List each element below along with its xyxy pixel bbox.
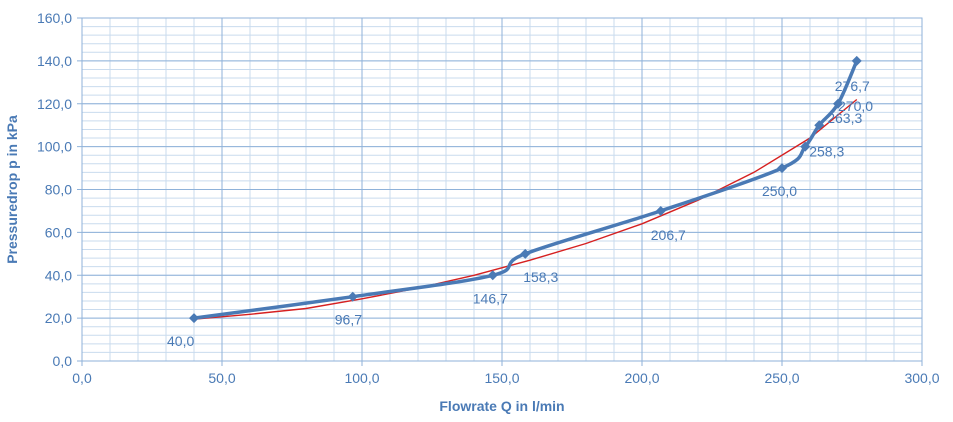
x-tick-label: 0,0 [72,370,92,386]
data-point-marker [487,270,498,281]
y-tick-label: 140,0 [37,53,72,69]
data-point-marker [520,248,531,259]
series-markers [189,55,862,324]
data-point-marker [777,163,787,174]
trendline [193,98,858,320]
data-label: 258,3 [809,144,844,160]
trendline-path [193,98,858,320]
y-axis-title: Pressuredrop p in kPa [4,115,20,264]
data-point-marker [800,141,811,152]
data-label: 158,3 [523,269,558,285]
y-tick-label: 100,0 [37,139,72,155]
data-point-marker [851,55,862,66]
x-axis-ticks: 0,0 50,0 100,0 150,0 200,0 250,0 300,0 [72,361,940,386]
data-labels: 40,096,7146,7158,3206,7250,0258,3263,327… [167,78,873,349]
x-tick-label: 150,0 [484,370,519,386]
x-tick-label: 50,0 [208,370,235,386]
x-tick-label: 250,0 [764,370,799,386]
data-label: 40,0 [167,333,194,349]
data-point-marker [347,291,358,302]
data-label: 146,7 [473,290,508,306]
data-label: 206,7 [651,227,686,243]
y-tick-label: 20,0 [45,310,72,326]
data-point-marker [814,120,825,131]
data-point-marker [833,98,843,109]
y-axis-ticks: 0,0 20,0 40,0 60,0 80,0 100,0 120,0 140,0 160,0 [37,10,82,369]
x-tick-label: 200,0 [624,370,659,386]
x-axis-title: Flowrate Q in l/min [439,398,564,414]
data-label: 276,7 [835,78,870,94]
data-label: 96,7 [335,312,362,328]
x-tick-label: 300,0 [904,370,939,386]
y-tick-label: 80,0 [45,182,72,198]
y-tick-label: 120,0 [37,96,72,112]
y-tick-label: 160,0 [37,10,72,26]
data-label: 263,3 [827,110,862,126]
x-tick-label: 100,0 [344,370,379,386]
y-tick-label: 60,0 [45,224,72,240]
data-label: 250,0 [762,183,797,199]
y-tick-label: 0,0 [53,353,73,369]
y-tick-label: 40,0 [45,267,72,283]
data-point-marker [189,313,199,324]
data-label: 270,0 [838,98,873,114]
data-point-marker [655,205,666,216]
